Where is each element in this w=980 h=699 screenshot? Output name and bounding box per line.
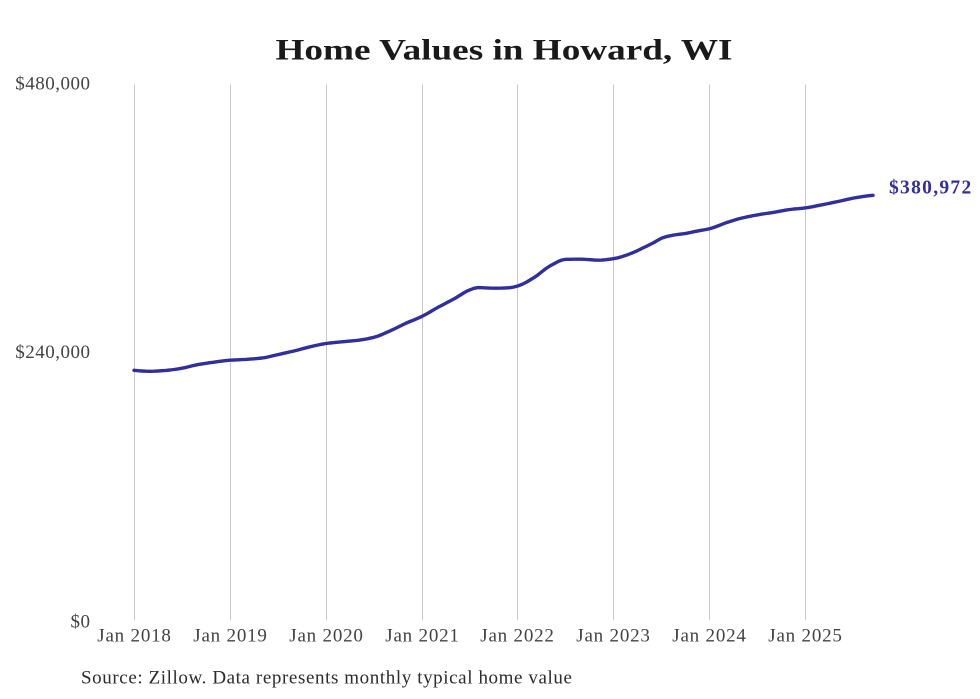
svg-text:Source: Zillow. Data represent: Source: Zillow. Data represents monthly …	[81, 668, 573, 689]
svg-text:Jan 2025: Jan 2025	[768, 626, 842, 647]
svg-text:Jan 2018: Jan 2018	[97, 626, 171, 647]
svg-text:Jan 2022: Jan 2022	[480, 626, 554, 647]
svg-text:$240,000: $240,000	[15, 342, 90, 363]
svg-text:Jan 2019: Jan 2019	[193, 626, 267, 647]
svg-text:$480,000: $480,000	[15, 74, 90, 95]
svg-text:Jan 2024: Jan 2024	[672, 626, 746, 647]
svg-text:Jan 2023: Jan 2023	[576, 626, 650, 647]
svg-text:$0: $0	[71, 612, 91, 633]
svg-text:Jan 2020: Jan 2020	[289, 626, 363, 647]
svg-text:Home Values in Howard, WI: Home Values in Howard, WI	[275, 34, 732, 67]
svg-text:$380,972: $380,972	[889, 178, 973, 199]
svg-text:Jan 2021: Jan 2021	[385, 626, 459, 647]
